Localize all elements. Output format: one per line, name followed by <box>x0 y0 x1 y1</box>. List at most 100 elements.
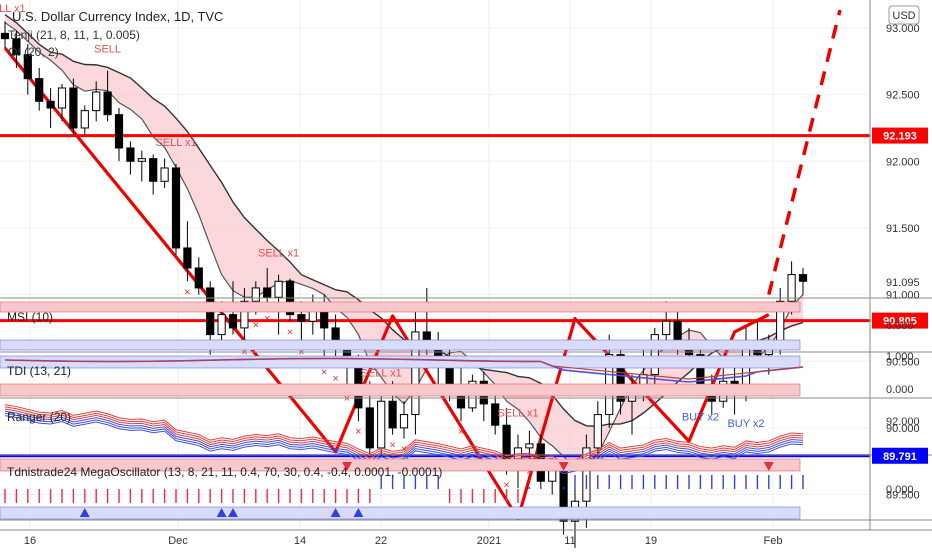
time-tick-label: 11 <box>564 535 575 547</box>
candle-body[interactable] <box>194 267 203 289</box>
candle-body[interactable] <box>297 314 306 322</box>
time-tick-label: 22 <box>375 535 387 547</box>
candle-body[interactable] <box>217 314 226 336</box>
candle-body[interactable] <box>411 331 420 416</box>
pane-tick-label: 0.000 <box>886 384 914 396</box>
tdi-label: TDI (13, 21) <box>7 364 71 378</box>
ranger-band-line <box>4 412 804 472</box>
sell-cross-marker: × <box>458 426 464 438</box>
candle-body[interactable] <box>57 87 67 109</box>
candle-body[interactable] <box>525 443 534 449</box>
candle-body[interactable] <box>35 78 44 102</box>
msi-label: MSI (10) <box>7 310 53 324</box>
price-axis: 93.000 92.500 92.000 91.500 91.000 90.500 90.0… <box>869 0 928 530</box>
candle-body[interactable] <box>23 54 32 80</box>
candle-body[interactable] <box>103 91 112 116</box>
sell-cross-marker: × <box>253 320 259 332</box>
candle-body[interactable] <box>787 274 796 302</box>
candle-body[interactable] <box>12 38 21 56</box>
candle-body[interactable] <box>377 400 386 449</box>
sell-cross-marker: × <box>355 426 361 438</box>
candle-body[interactable] <box>365 407 374 449</box>
price-level-tag <box>872 127 928 144</box>
sell-cross-marker: × <box>332 373 338 385</box>
price-level-tag <box>872 447 928 464</box>
ranger-band-line <box>4 406 804 466</box>
sell-cross-marker: × <box>264 313 270 325</box>
candle-body[interactable] <box>240 300 249 329</box>
candle-body[interactable] <box>69 87 78 129</box>
mega-up-triangle <box>79 508 90 517</box>
time-tick-label: 19 <box>645 535 657 547</box>
projection-dashed-line <box>767 9 842 296</box>
ranger-band-line <box>4 410 804 470</box>
candle-body[interactable] <box>46 100 55 109</box>
candle-body[interactable] <box>388 400 397 429</box>
candle-body[interactable] <box>662 320 671 336</box>
candle-body[interactable] <box>160 167 169 182</box>
pane-tick-label: 0.000 <box>886 320 914 332</box>
candle-body[interactable] <box>251 287 260 302</box>
time-tick-label: 14 <box>294 535 306 547</box>
candle-body[interactable] <box>0 32 10 40</box>
currency-button[interactable]: USD <box>888 5 920 25</box>
sell-cross-marker: × <box>526 466 532 478</box>
candle-body[interactable] <box>491 403 500 426</box>
candle-body[interactable] <box>92 91 101 112</box>
pane-tick-label: 1.000 <box>886 351 914 363</box>
sell-signal-label: SELL x1 <box>497 408 538 420</box>
pane-tick-label: 0.000 <box>886 484 914 496</box>
time-tick-label: 16 <box>24 535 36 547</box>
candle-body[interactable] <box>228 314 238 329</box>
price-tick-label: 92.000 <box>886 156 920 168</box>
candle-body[interactable] <box>582 447 591 502</box>
ma-cloud-fill <box>5 14 803 468</box>
currency-label[interactable]: USD <box>892 10 915 22</box>
sell-signal-label: SELL x1 <box>258 248 299 260</box>
candle-body[interactable] <box>114 114 124 149</box>
mega-up-triangle <box>216 508 227 517</box>
candle-body[interactable] <box>399 414 409 429</box>
candle-body[interactable] <box>593 414 602 449</box>
sell-cross-marker: × <box>503 480 509 492</box>
candle-body[interactable] <box>149 158 158 182</box>
sell-cross-marker: × <box>389 440 395 452</box>
mega-down-triangle <box>763 462 774 471</box>
price-tick-label: 90.500 <box>886 356 920 368</box>
ranger-band-line <box>4 404 804 464</box>
price-level-tag-label: 90.805 <box>883 316 917 328</box>
sell-signal-label: SELL x1 <box>0 3 26 15</box>
candle-body[interactable] <box>650 334 659 376</box>
candle-body[interactable] <box>263 287 272 298</box>
candle-body[interactable] <box>798 274 808 282</box>
time-axis: 16 Dec 14 22 2021 11 19 Feb <box>0 529 932 547</box>
mega-up-triangle <box>228 508 238 517</box>
mega-lower-band <box>0 506 801 520</box>
indicator-label-oi: OI (20, 2) <box>8 45 59 59</box>
tdi-lower-band <box>0 383 801 397</box>
msi-lower-band <box>0 339 801 351</box>
price-tick-label: 91.000 <box>886 290 920 302</box>
tdi-upper-band <box>0 355 801 369</box>
candle-body[interactable] <box>616 354 625 402</box>
candle-body[interactable] <box>80 110 89 129</box>
ranger-band-line <box>4 408 804 468</box>
candle-body[interactable] <box>126 147 135 162</box>
candle-body[interactable] <box>171 167 181 249</box>
price-tick-label: 90.000 <box>886 423 920 435</box>
sell-cross-marker: × <box>287 326 293 338</box>
candle-body[interactable] <box>274 280 283 298</box>
mega-up-triangle <box>330 508 341 517</box>
candle-body[interactable] <box>137 158 146 162</box>
currency-button-frame[interactable] <box>888 5 920 25</box>
current-price-label: 91.095 <box>886 277 920 289</box>
candle-body[interactable] <box>183 247 192 269</box>
indicator-panes: MSI (10) TDI (13, 21) Ranger (20) Tdnistrad… <box>0 297 932 521</box>
mega-down-triangle <box>342 462 352 471</box>
buy-signal-label: BUY x2 <box>682 412 719 424</box>
price-level-tag-label: 89.791 <box>883 451 917 463</box>
indicator-label-tenji: Tenji (21, 8, 11, 1, 0.005) <box>8 28 140 42</box>
sell-cross-marker: × <box>344 393 350 405</box>
